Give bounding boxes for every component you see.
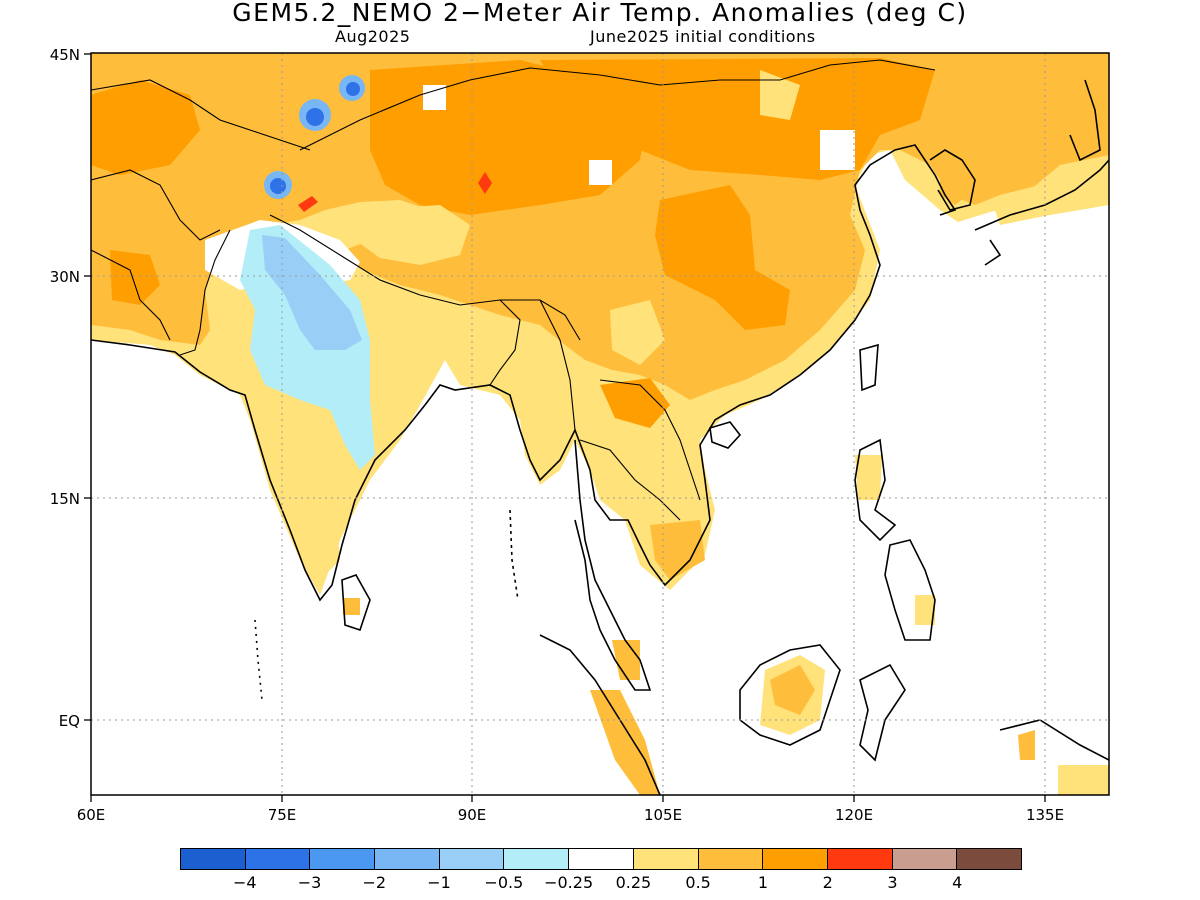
field-philippines: [855, 455, 882, 500]
colorbar-label: −3: [297, 873, 322, 892]
colorbar-label: 2: [822, 873, 833, 892]
neutral-gap: [423, 85, 446, 110]
map-frame: [90, 52, 1110, 796]
field-strong-positive-se: [600, 378, 670, 428]
colorbar-box-10: [827, 849, 893, 869]
lon-label-120e: 120E: [835, 806, 873, 824]
colorbar-label: 1: [757, 873, 769, 892]
border-himalaya: [269, 214, 581, 341]
border-iran: [91, 249, 171, 341]
coast-new-guinea: [999, 719, 1109, 761]
field-sulawesi: [1018, 730, 1035, 760]
lat-label-eq: EQ: [59, 712, 80, 730]
border-myanmar-thailand: [539, 299, 576, 431]
field-sumatra: [590, 690, 660, 795]
coast-sri-lanka: [341, 574, 371, 632]
map-title: GEM5.2_NEMO 2−Meter Air Temp. Anomalies …: [232, 0, 968, 27]
cold-spot: [346, 82, 360, 96]
border-central-asia: [91, 79, 311, 151]
border-pakistan-india: [179, 229, 231, 356]
colorbar-label: −1: [427, 873, 451, 892]
lat-label-30n: 30N: [50, 268, 80, 286]
graticule: [91, 53, 1109, 795]
anomaly-fields: [91, 53, 1109, 795]
border-china-north: [299, 59, 936, 151]
colorbar-label: −0.25: [544, 873, 594, 892]
coast-visayas-mindanao: [884, 539, 936, 641]
coast-sumatra: [539, 634, 661, 795]
field-weak-positive-spot: [760, 70, 800, 120]
field-mindanao: [915, 595, 935, 625]
field-strong-positive-central-china: [655, 185, 790, 330]
coast-japan: [974, 159, 1109, 266]
cold-spot: [270, 178, 286, 194]
forecast-month: Aug2025: [335, 27, 411, 46]
neutral-gap: [820, 130, 855, 170]
colorbar-label: −2: [362, 873, 387, 892]
coast-borneo: [739, 644, 841, 746]
colorbar-label: −4: [232, 873, 257, 892]
coast-hainan: [709, 421, 742, 449]
colorbar-label: −0.5: [484, 873, 524, 892]
coast-sakhalin-hokkaido: [1069, 79, 1101, 162]
field-borneo-inner: [770, 665, 815, 715]
cold-spot: [306, 108, 324, 126]
colorbar-label: 0.25: [615, 873, 652, 892]
coast-mainland: [91, 144, 957, 602]
colorbar-box-12: [957, 849, 1021, 869]
country-borders: [91, 59, 936, 521]
field-vietnam-south: [650, 520, 705, 580]
hot-spot: [298, 196, 318, 212]
coast-malay-peninsula: [574, 439, 652, 691]
colorbar-box-9: [763, 849, 828, 869]
field-weak-negative-india: [240, 225, 375, 470]
coast-andaman: [509, 509, 519, 601]
colorbar-box-2: [310, 849, 376, 869]
lat-label-45n: 45N: [50, 46, 80, 64]
coast-taiwan: [859, 343, 879, 392]
coast-sulawesi: [859, 663, 906, 762]
field-japan: [995, 155, 1109, 225]
field-strong-positive-iran: [110, 250, 160, 305]
field-new-guinea: [1058, 765, 1109, 795]
lon-label-60e: 60E: [77, 806, 106, 824]
lon-label-105e: 105E: [644, 806, 682, 824]
lon-label-135e: 135E: [1026, 806, 1064, 824]
colorbar-box-3: [375, 849, 440, 869]
field-negative-india: [262, 235, 362, 350]
field-weak-positive-tibet: [355, 205, 470, 265]
colorbar-box-7: [633, 849, 699, 869]
colorbar-box-1: [245, 849, 311, 869]
field-s-india: [300, 498, 340, 585]
coastlines: [91, 79, 1109, 795]
colorbar-label: 3: [887, 873, 898, 892]
field-strong-positive-west: [91, 80, 200, 175]
field-sri-lanka: [343, 598, 360, 615]
axis-ticks: [84, 53, 1046, 802]
colorbar-box-6: [569, 849, 634, 869]
border-iran-afghanistan: [91, 169, 221, 241]
colorbar-box-11: [892, 849, 958, 869]
colorbar-box-5: [504, 849, 570, 869]
colorbar-box-4: [439, 849, 505, 869]
lon-label-90e: 90E: [458, 806, 487, 824]
neutral-gap: [589, 160, 612, 185]
coast-korea: [929, 149, 976, 211]
initial-conditions: June2025 initial conditions: [590, 27, 816, 46]
border-laos-vietnam: [599, 379, 701, 501]
colorbar-box-8: [698, 849, 764, 869]
coast-luzon: [854, 438, 897, 542]
field-weak-positive-spot: [610, 300, 665, 365]
colorbar-label: 4: [952, 873, 963, 892]
lat-label-15n: 15N: [50, 490, 80, 508]
lon-label-75e: 75E: [268, 806, 297, 824]
hot-spot: [478, 172, 492, 194]
border-india-myanmar: [489, 299, 521, 386]
colorbar: [180, 848, 1022, 870]
colorbar-box-0: [181, 849, 246, 869]
border-thailand-cambodia: [579, 439, 681, 521]
colorbar-label: 0.5: [685, 873, 711, 892]
